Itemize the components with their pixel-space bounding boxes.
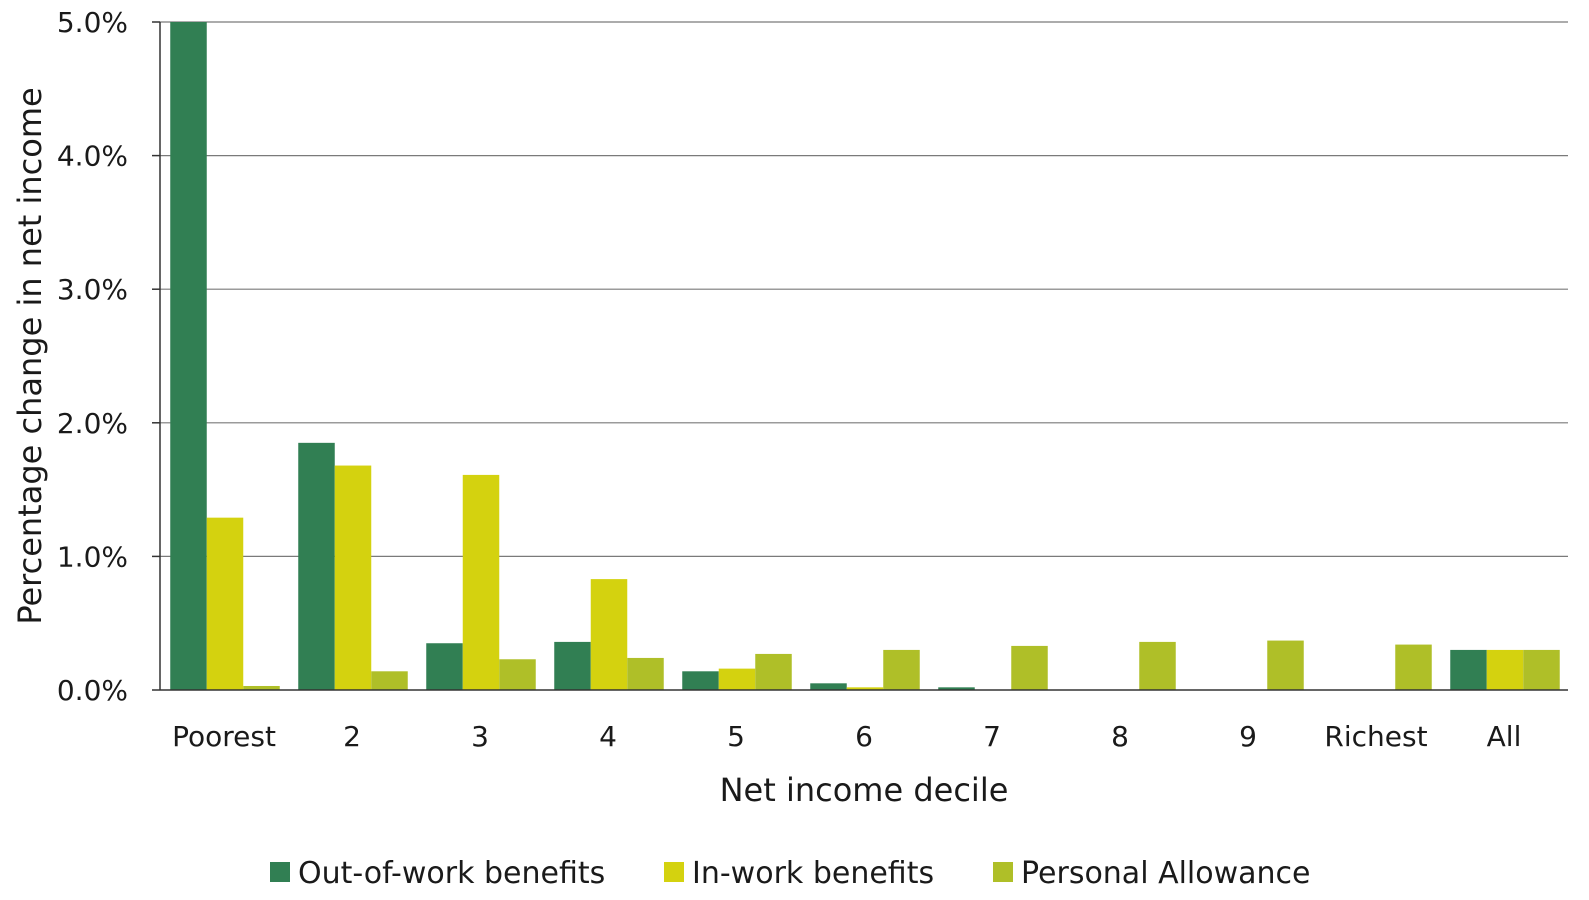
- y-tick-label: 2.0%: [57, 407, 128, 440]
- bar-out-of-work-benefits-7: [938, 687, 975, 690]
- bar-out-of-work-benefits-all: [1450, 649, 1487, 690]
- bar-personal-allowance-poorest: [243, 685, 280, 690]
- y-axis-ticks: 0.0% 1.0% 2.0% 3.0% 4.0% 5.0%: [57, 6, 160, 707]
- gridlines: [160, 21, 1568, 558]
- bar-personal-allowance-all: [1523, 649, 1560, 690]
- bar-personal-allowance-7: [1011, 645, 1048, 690]
- x-tick-label: 3: [471, 720, 489, 753]
- bar-in-work-benefits-3: [462, 474, 500, 690]
- y-tick-label: 1.0%: [57, 540, 128, 573]
- bar-out-of-work-benefits-6: [810, 683, 847, 690]
- bar-personal-allowance-3: [499, 659, 536, 690]
- legend-label: In-work benefits: [692, 856, 934, 891]
- bar-personal-allowance-5: [755, 653, 792, 690]
- bar-in-work-benefits-all: [1486, 649, 1524, 690]
- x-axis-ticks: Poorest 2 3 4 5 6 7 8 9 Richest All: [172, 720, 1521, 753]
- y-tick-label: 0.0%: [57, 674, 128, 707]
- bar-in-work-benefits-2: [334, 465, 372, 690]
- x-tick-label: 5: [727, 720, 745, 753]
- bar-out-of-work-benefits-2: [298, 442, 335, 690]
- x-tick-label: 8: [1111, 720, 1129, 753]
- bar-personal-allowance-9: [1267, 640, 1304, 690]
- x-tick-label: 2: [343, 720, 361, 753]
- x-tick-label: 9: [1239, 720, 1257, 753]
- x-tick-label: Richest: [1324, 720, 1427, 753]
- bar-personal-allowance-richest: [1395, 644, 1432, 690]
- legend: Out-of-work benefits In-work benefits Pers…: [270, 856, 1311, 891]
- bar-personal-allowance-2: [371, 671, 408, 690]
- legend-swatch: [993, 862, 1013, 882]
- bar-out-of-work-benefits-4: [554, 641, 591, 690]
- bar-personal-allowance-8: [1139, 641, 1176, 690]
- x-tick-label: Poorest: [172, 720, 276, 753]
- legend-swatch: [664, 862, 684, 882]
- y-tick-label: 4.0%: [57, 140, 128, 173]
- bar-in-work-benefits-5: [718, 668, 756, 690]
- x-tick-label: All: [1487, 720, 1522, 753]
- x-tick-label: 7: [983, 720, 1001, 753]
- x-tick-label: 4: [599, 720, 617, 753]
- legend-label: Out-of-work benefits: [298, 856, 605, 891]
- y-axis-title: Percentage change in net income: [11, 87, 49, 624]
- bar-out-of-work-benefits-poorest: [170, 22, 207, 690]
- x-axis-title: Net income decile: [720, 771, 1009, 809]
- bar-personal-allowance-4: [627, 657, 664, 690]
- x-tick-label: 6: [855, 720, 873, 753]
- bar-in-work-benefits-poorest: [206, 517, 244, 690]
- bar-personal-allowance-6: [883, 649, 920, 690]
- bar-in-work-benefits-4: [590, 579, 628, 690]
- legend-label: Personal Allowance: [1021, 856, 1311, 891]
- bar-out-of-work-benefits-5: [682, 671, 719, 690]
- y-tick-label: 3.0%: [57, 273, 128, 306]
- bars: [170, 22, 1560, 690]
- bar-out-of-work-benefits-3: [426, 643, 463, 690]
- y-tick-label: 5.0%: [57, 6, 128, 39]
- legend-swatch: [270, 862, 290, 882]
- bar-in-work-benefits-6: [846, 687, 884, 690]
